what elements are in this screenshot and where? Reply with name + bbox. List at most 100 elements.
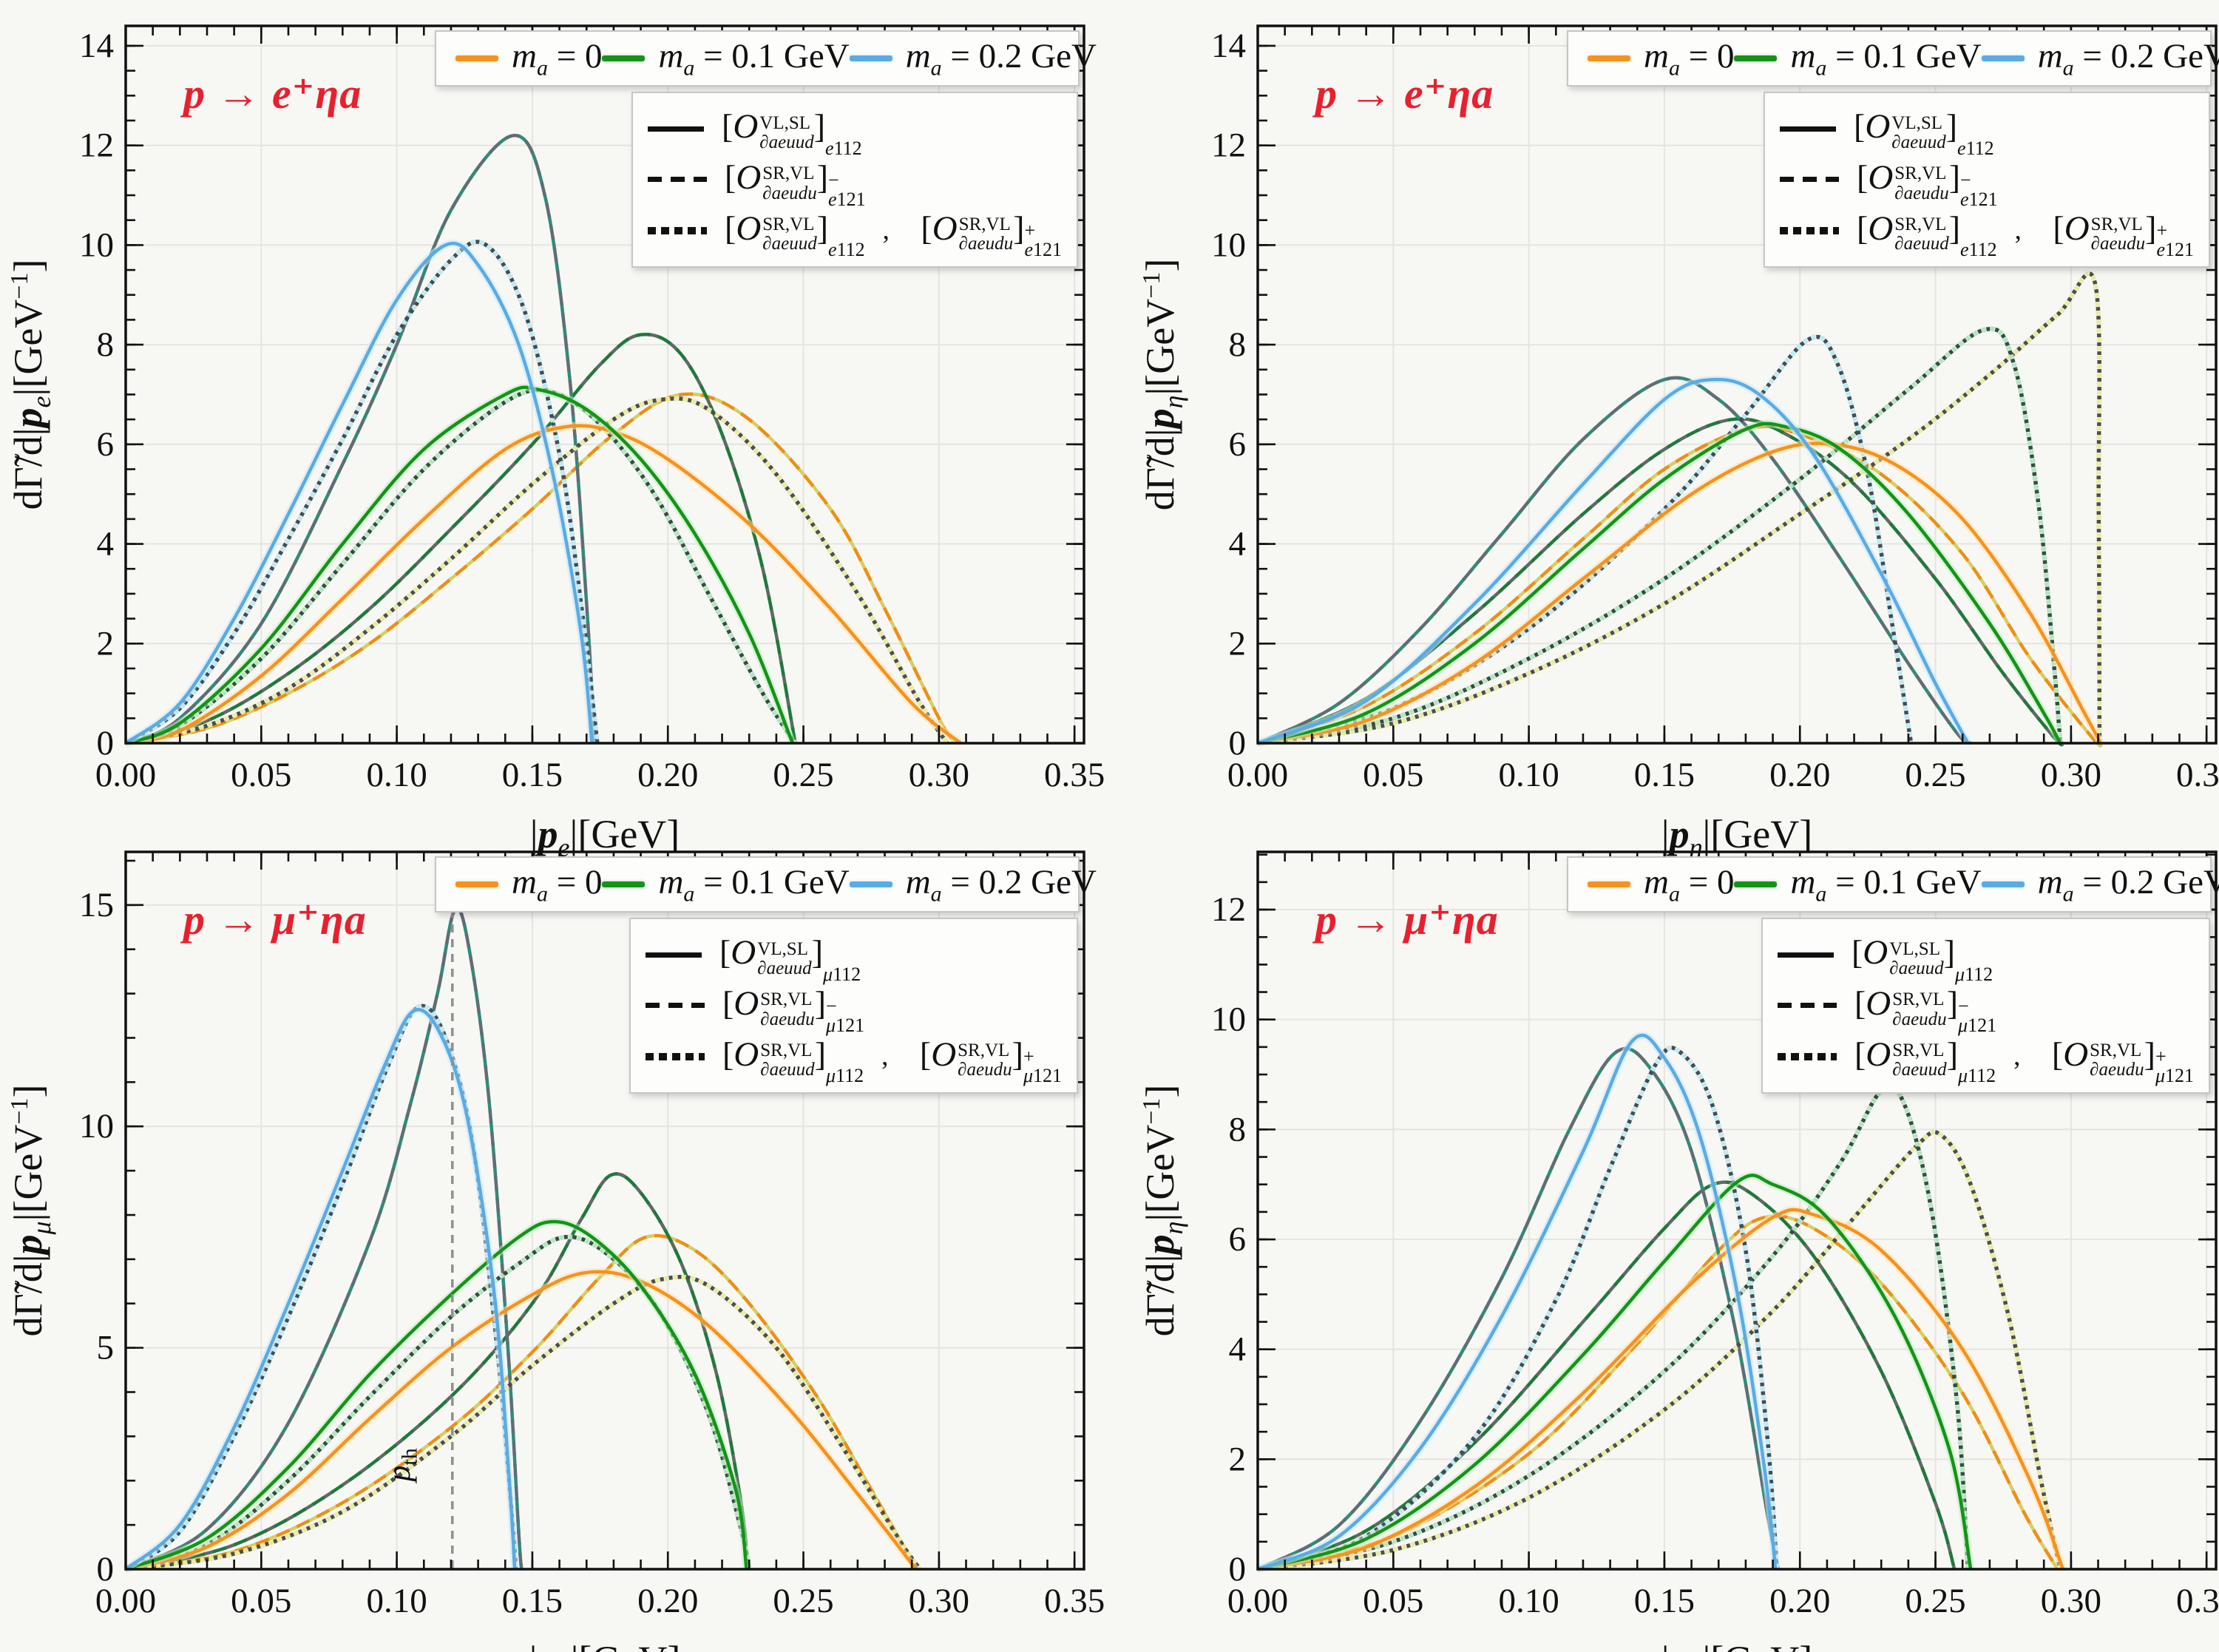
panel-top-left-plot: 0.00 0.05 0.10 0.15 0.20 0.25 0.30 0.35 0 2 4 6 8 10 1… <box>79 24 1105 794</box>
curve-solid-ma-0 <box>125 424 962 745</box>
curve-dashed-ma-0.1 <box>125 332 797 745</box>
x-tick-label: 0.00 <box>95 1582 156 1620</box>
x-tick-label: 0.35 <box>1044 756 1105 794</box>
ma-swatch <box>1588 55 1630 61</box>
y-axis-title: dΓ̃/d|pμ|[GeV−1] <box>6 1084 56 1337</box>
operator-formula: [O SR,VL ∂aeuud] e112 <box>724 209 865 261</box>
curve-dashed-ma-0.2 <box>1256 1046 1781 1571</box>
x-axis-title: |pe|[GeV] <box>529 812 680 862</box>
curve-dotted-ma-0.1 <box>1257 327 2062 745</box>
solid-line-swatch <box>647 126 704 132</box>
ma-swatch <box>849 881 892 887</box>
ma-swatch <box>602 881 646 887</box>
y-tick-label: 2 <box>97 624 115 663</box>
operator-legend: [O VL,SL ∂aeuud] e112 [O SR,VL ∂aeudu] − e121 [O… <box>1763 92 2210 268</box>
operator-formula: [O SR,VL ∂aeudu] + μ121 <box>919 1035 1062 1087</box>
dotted-line-swatch <box>645 1052 705 1060</box>
operator-formula: [O SR,VL ∂aeudu] − μ121 <box>1854 984 1997 1036</box>
dotted-line-swatch <box>1777 1052 1837 1060</box>
panel-bottom-left: 0.00 0.05 0.10 0.15 0.20 0.25 0.30 0.35 0 5 10 15 p… <box>0 826 1109 1652</box>
y-axis-title: dΓ̃/d|pe|[GeV−1] <box>6 259 56 510</box>
ma-legend-label: ma = 0.2 GeV <box>2037 36 2219 81</box>
ma-legend-label: ma = 0 <box>1644 862 1735 907</box>
curve-dotted-ma-0 <box>125 1275 922 1571</box>
x-tick-label: 0.30 <box>909 1582 969 1620</box>
operator-formula: [O SR,VL ∂aeuud] e112 <box>1856 209 1997 261</box>
operator-formula: [O VL,SL ∂aeuud] e112 <box>721 107 862 159</box>
pth-label: pth <box>380 1448 422 1482</box>
operator-formula: [O SR,VL ∂aeudu] − e121 <box>1856 158 1998 210</box>
operator-legend-row: [O VL,SL ∂aeuud] μ112 <box>645 932 1062 985</box>
panel-top-right-plot: 0.00 0.05 0.10 0.15 0.20 0.25 0.30 0.35 0 2 4 6 8 10 1… <box>1211 24 2219 794</box>
curve-solid-ma-0.1 <box>125 1219 748 1571</box>
y-tick-label: 15 <box>79 886 114 924</box>
x-tick-label: 0.20 <box>637 756 698 794</box>
x-tick-label: 0.25 <box>1905 756 1965 794</box>
solid-line-swatch <box>1777 952 1834 958</box>
operator-legend-row: [O SR,VL ∂aeuud] e112, [O SR,VL ∂aeudu] + e121 <box>647 209 1062 261</box>
ma-legend-label: ma = 0 <box>512 862 603 907</box>
x-tick-label: 0.10 <box>1498 756 1559 794</box>
operator-legend: [O VL,SL ∂aeuud] e112 [O SR,VL ∂aeudu] − e121 [O… <box>631 92 1078 268</box>
x-tick-label: 0.00 <box>1227 756 1288 794</box>
y-tick-label: 12 <box>1211 890 1246 929</box>
y-tick-label: 0 <box>97 1550 115 1588</box>
dashed-line-swatch <box>1777 1003 1837 1009</box>
x-tick-label: 0.10 <box>366 756 427 794</box>
dashed-line-swatch <box>645 1003 705 1009</box>
operator-formula: [O SR,VL ∂aeudu] + e121 <box>2053 209 2194 261</box>
x-tick-label: 0.30 <box>2041 1582 2101 1620</box>
x-tick-label: 0.15 <box>1634 1582 1695 1620</box>
ma-legend-entry: ma = 0.2 GeV <box>849 862 1097 907</box>
x-tick-label: 0.05 <box>231 1582 291 1620</box>
curve-dashed-ma-0.2 <box>125 133 597 745</box>
operator-legend: [O VL,SL ∂aeuud] μ112 [O SR,VL ∂aeudu] − μ121 [O… <box>629 918 1078 1094</box>
ma-legend-entry: ma = 0.1 GeV <box>1734 862 1982 907</box>
x-tick-label: 0.05 <box>231 756 291 794</box>
y-tick-label: 8 <box>97 325 115 364</box>
curve-dashed-ma-0.1 <box>125 1172 750 1571</box>
ma-legend-label: ma = 0.1 GeV <box>1790 36 1982 81</box>
operator-formula: [O SR,VL ∂aeudu] + μ121 <box>2051 1035 2194 1087</box>
y-tick-label: 4 <box>1229 1330 1247 1369</box>
ma-legend-label: ma = 0.1 GeV <box>658 862 850 907</box>
ma-legend-label: ma = 0.2 GeV <box>905 862 1097 907</box>
x-axis-title: |pη|[GeV] <box>1661 812 1813 862</box>
operator-legend: [O VL,SL ∂aeuud] μ112 [O SR,VL ∂aeudu] − μ121 [O… <box>1761 918 2210 1094</box>
curve-solid-ma-0 <box>1257 441 2103 745</box>
x-tick-label: 0.35 <box>2176 1582 2219 1620</box>
operator-legend-row: [O SR,VL ∂aeuud] μ112, [O SR,VL ∂aeudu] + μ121 <box>1777 1035 2194 1087</box>
panel-top-right: 0.00 0.05 0.10 0.15 0.20 0.25 0.30 0.35 0 2 4 6 8 10 1… <box>1110 0 2219 862</box>
operator-formula: [O SR,VL ∂aeudu] − e121 <box>724 158 866 210</box>
x-tick-label: 0.15 <box>502 756 563 794</box>
curve-dashed-ma-0.2 <box>125 906 524 1571</box>
operator-formula: [O SR,VL ∂aeuud] μ112 <box>722 1035 864 1087</box>
x-tick-label: 0.25 <box>1905 1582 1965 1620</box>
ma-legend-entry: ma = 0.2 GeV <box>1981 862 2219 907</box>
operator-legend-row: [O VL,SL ∂aeuud] e112 <box>647 106 1062 159</box>
panel-bottom-right-plot: 0.00 0.05 0.10 0.15 0.20 0.25 0.30 0.35 0 2 4 6 8 10 1… <box>1211 850 2219 1620</box>
ma-legend: ma = 0 ma = 0.1 GeV ma = 0.2 GeV <box>1567 856 2219 913</box>
y-tick-label: 10 <box>1211 1001 1246 1039</box>
curve-dashed-ma-0 <box>125 392 957 745</box>
ma-swatch <box>455 881 498 887</box>
ma-swatch <box>1981 55 2025 61</box>
y-axis-title: dΓ̃/d|pη|[GeV−1] <box>1138 258 1188 511</box>
panel-bottom-left-plot: 0.00 0.05 0.10 0.15 0.20 0.25 0.30 0.35 0 5 10 15 <box>79 850 1105 1620</box>
y-tick-label: 5 <box>97 1329 115 1367</box>
curve-solid-ma-0.2 <box>124 1008 517 1571</box>
ma-legend-entry: ma = 0 <box>455 862 602 907</box>
y-tick-label: 8 <box>1229 1110 1247 1148</box>
ma-legend-entry: ma = 0.1 GeV <box>1734 36 1982 81</box>
ma-legend-entry: ma = 0 <box>455 36 602 81</box>
curve-dashed-ma-0 <box>1257 424 2103 748</box>
operator-formula: [O VL,SL ∂aeuud] e112 <box>1853 107 1994 159</box>
ma-swatch <box>1734 55 1778 61</box>
ma-legend-entry: ma = 0.2 GeV <box>849 36 1097 81</box>
operator-formula: [O VL,SL ∂aeuud] μ112 <box>719 933 861 985</box>
x-tick-label: 0.05 <box>1363 1582 1423 1620</box>
ma-legend-label: ma = 0 <box>512 36 603 81</box>
x-tick-label: 0.20 <box>1769 1582 1830 1620</box>
curve-solid-ma-0.1 <box>1257 422 2062 745</box>
